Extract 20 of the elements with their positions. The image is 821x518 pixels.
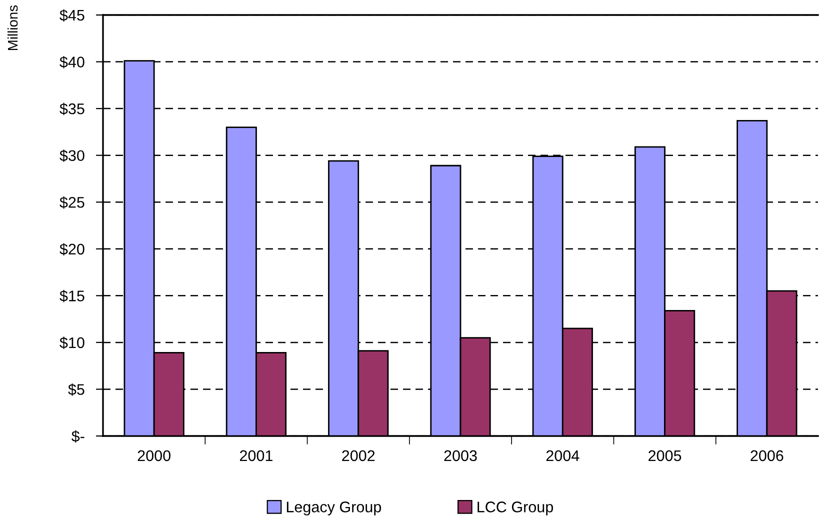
- y-tick-label: $35: [60, 102, 84, 116]
- x-tick-label: 2006: [750, 450, 784, 462]
- x-tick-label: 2002: [342, 450, 375, 462]
- x-tick-label: 2001: [240, 450, 272, 462]
- x-tick-label: 2004: [546, 450, 580, 462]
- y-tick-label: $40: [60, 56, 84, 68]
- y-tick-label: $15: [60, 290, 84, 302]
- y-tick-label: $10: [60, 336, 84, 350]
- y-tick-label: $20: [60, 243, 84, 256]
- legend-label: Legacy Group: [286, 502, 382, 516]
- x-tick-label: 2000: [138, 450, 170, 462]
- y-tick-label: $5: [68, 383, 84, 396]
- y-tick-label: $30: [60, 150, 84, 162]
- y-tick-label: $45: [60, 9, 84, 22]
- legend-label: LCC Group: [478, 502, 554, 516]
- y-tick-label: $-: [72, 430, 84, 443]
- y-tick-label: $25: [60, 196, 84, 209]
- x-tick-label: 2005: [648, 450, 682, 462]
- x-tick-label: 2003: [444, 450, 477, 462]
- y-axis-title: Millions: [8, 5, 18, 50]
